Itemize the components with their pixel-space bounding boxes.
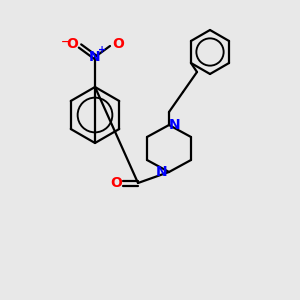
Text: N: N <box>169 118 181 132</box>
Text: N: N <box>156 165 168 179</box>
Text: N: N <box>89 50 101 64</box>
Text: O: O <box>66 37 78 51</box>
Text: O: O <box>112 37 124 51</box>
Text: +: + <box>98 45 106 55</box>
Text: −: − <box>61 37 71 47</box>
Text: O: O <box>110 176 122 190</box>
